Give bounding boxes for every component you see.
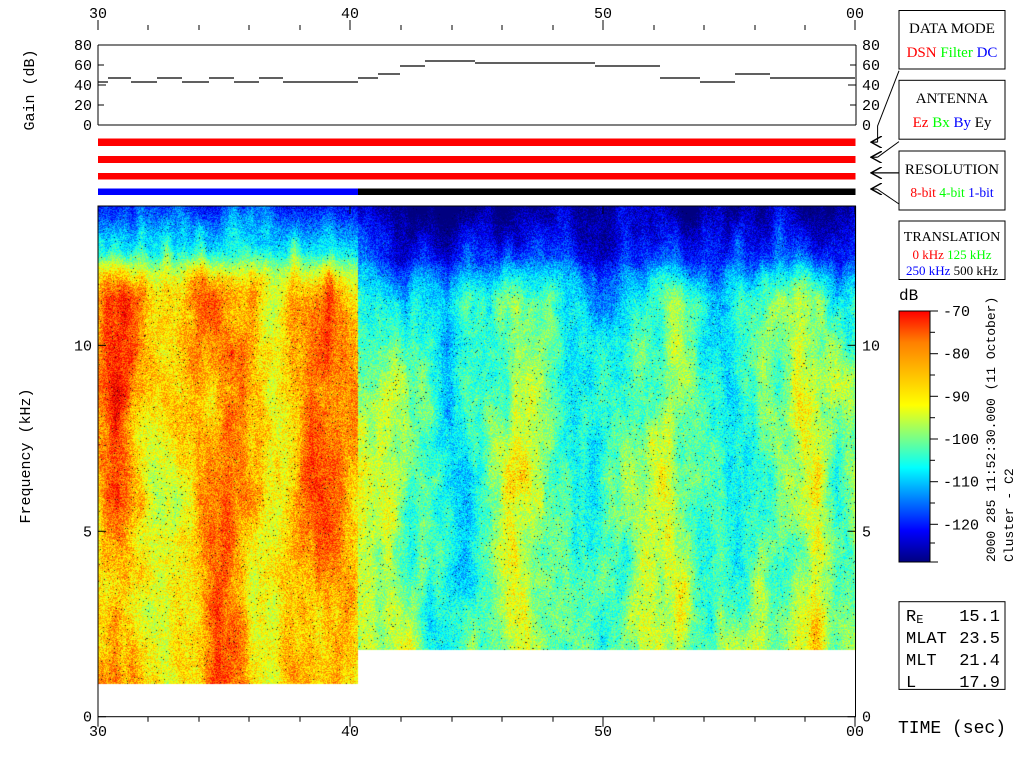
svg-text:40: 40 (862, 78, 880, 95)
svg-text:8-bit 4-bit 1-bit: 8-bit 4-bit 1-bit (910, 185, 993, 200)
svg-text:20: 20 (74, 98, 92, 115)
svg-text:-80: -80 (943, 347, 970, 364)
svg-text:5: 5 (83, 524, 92, 541)
svg-text:-100: -100 (943, 432, 979, 449)
svg-text:TRANSLATION: TRANSLATION (904, 230, 1000, 245)
svg-text:60: 60 (74, 58, 92, 75)
svg-text:DSN Filter DC: DSN Filter DC (907, 45, 998, 61)
svg-text:TIME (sec): TIME (sec) (898, 719, 1006, 739)
svg-text:Cluster - C2: Cluster - C2 (1002, 468, 1017, 562)
svg-text:Ez Bx By Ey: Ez Bx By Ey (913, 115, 992, 131)
svg-text:15.1: 15.1 (959, 608, 1000, 627)
svg-text:50: 50 (594, 6, 612, 23)
svg-text:30: 30 (89, 724, 107, 741)
svg-text:0: 0 (862, 118, 871, 135)
svg-text:-90: -90 (943, 389, 970, 406)
svg-text:0 kHz 125 kHz: 0 kHz 125 kHz (912, 247, 991, 262)
svg-text:80: 80 (862, 38, 880, 55)
svg-text:dB: dB (899, 287, 918, 305)
svg-text:10: 10 (862, 338, 880, 355)
svg-text:80: 80 (74, 38, 92, 55)
svg-text:MLT: MLT (906, 652, 937, 671)
svg-text:21.4: 21.4 (959, 652, 1000, 671)
svg-text:20: 20 (862, 98, 880, 115)
svg-text:50: 50 (594, 724, 612, 741)
svg-text:-70: -70 (943, 304, 970, 321)
svg-text:40: 40 (341, 724, 359, 741)
svg-text:30: 30 (89, 6, 107, 23)
svg-text:40: 40 (74, 78, 92, 95)
svg-text:L: L (906, 674, 916, 693)
svg-text:10: 10 (74, 338, 92, 355)
svg-text:60: 60 (862, 58, 880, 75)
svg-text:2000 285 11:52:30.000 (11 Oc: 2000 285 11:52:30.000 (11 October) (984, 297, 999, 562)
svg-text:RESOLUTION: RESOLUTION (905, 162, 999, 178)
svg-text:5: 5 (862, 524, 871, 541)
svg-text:00: 00 (846, 724, 864, 741)
svg-text:00: 00 (846, 6, 864, 23)
svg-text:0: 0 (83, 118, 92, 135)
svg-text:ANTENNA: ANTENNA (916, 91, 989, 107)
svg-text:23.5: 23.5 (959, 630, 1000, 649)
svg-text:DATA MODE: DATA MODE (909, 21, 995, 37)
svg-text:17.9: 17.9 (959, 674, 1000, 693)
svg-text:MLAT: MLAT (906, 630, 947, 649)
svg-text:Gain (dB): Gain (dB) (22, 49, 39, 130)
svg-text:250 kHz 500 kHz: 250 kHz 500 kHz (906, 263, 998, 278)
svg-text:40: 40 (341, 6, 359, 23)
svg-text:-110: -110 (943, 475, 979, 492)
svg-text:-120: -120 (943, 517, 979, 534)
svg-text:Frequency (kHz): Frequency (kHz) (18, 388, 35, 523)
